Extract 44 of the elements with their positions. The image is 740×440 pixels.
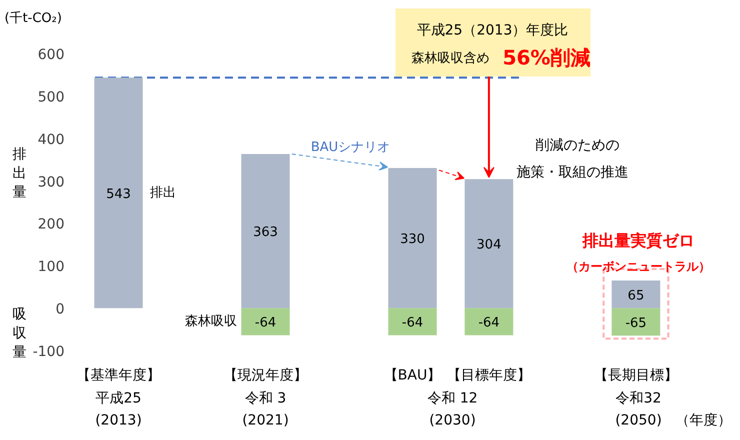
x-tick-label: 【現況年度】: [224, 368, 308, 384]
data-label: -65: [625, 316, 647, 331]
annotation: 施策・取組の推進: [516, 164, 628, 180]
annotation: （カーボンニュートラル）: [566, 260, 710, 274]
text: 排出量: [12, 146, 26, 201]
text: 令和 12: [427, 390, 478, 406]
text: 令和 3: [244, 390, 286, 406]
y-tick-label: -100: [32, 344, 65, 360]
y-axis-title: (千t-CO₂): [4, 11, 62, 26]
y-tick-label: 600: [38, 47, 65, 63]
text: (2030): [429, 412, 476, 428]
text: 令和32: [616, 390, 662, 406]
data-label: 330: [400, 232, 425, 248]
x-tick-label: 【BAU】: [384, 368, 442, 384]
y-tick-label: 100: [38, 259, 65, 276]
y-tick-label: 200: [38, 216, 65, 233]
y-tick-label: 300: [38, 174, 65, 190]
data-label: -64: [254, 316, 276, 331]
annotation: BAUシナリオ: [310, 140, 390, 155]
x-tick-label: 【長期目標】: [594, 368, 678, 384]
annotation: 56%削減: [502, 46, 590, 70]
text: 平成25（2013）年度比: [416, 22, 568, 38]
y-tick-label: 400: [38, 132, 65, 148]
x-tick-label: 【基準年度】: [76, 368, 160, 384]
text: 吸収量: [12, 306, 26, 361]
data-label: 304: [476, 238, 502, 253]
annotation: 森林吸収含め: [412, 51, 490, 66]
data-label: 65: [628, 288, 644, 304]
text: (2050): [615, 412, 662, 428]
text: （年度）: [676, 412, 732, 428]
text: (2013): [95, 412, 142, 428]
x-tick-label: 【目標年度】: [446, 368, 531, 384]
annotation: 排出量実質ゼロ: [582, 231, 694, 250]
text: (2021): [242, 412, 289, 428]
y-tick-label: 500: [38, 89, 65, 106]
y-tick-label: 0: [56, 302, 65, 318]
data-label: -64: [402, 316, 424, 331]
data-label: -64: [478, 316, 500, 331]
data-label: 543: [106, 186, 131, 202]
series-label: 森林吸収: [184, 314, 237, 330]
data-label: 363: [253, 225, 278, 240]
series-label: 排出: [150, 185, 176, 200]
text: 平成25: [96, 390, 142, 406]
annotation: 削減のための: [536, 138, 620, 154]
